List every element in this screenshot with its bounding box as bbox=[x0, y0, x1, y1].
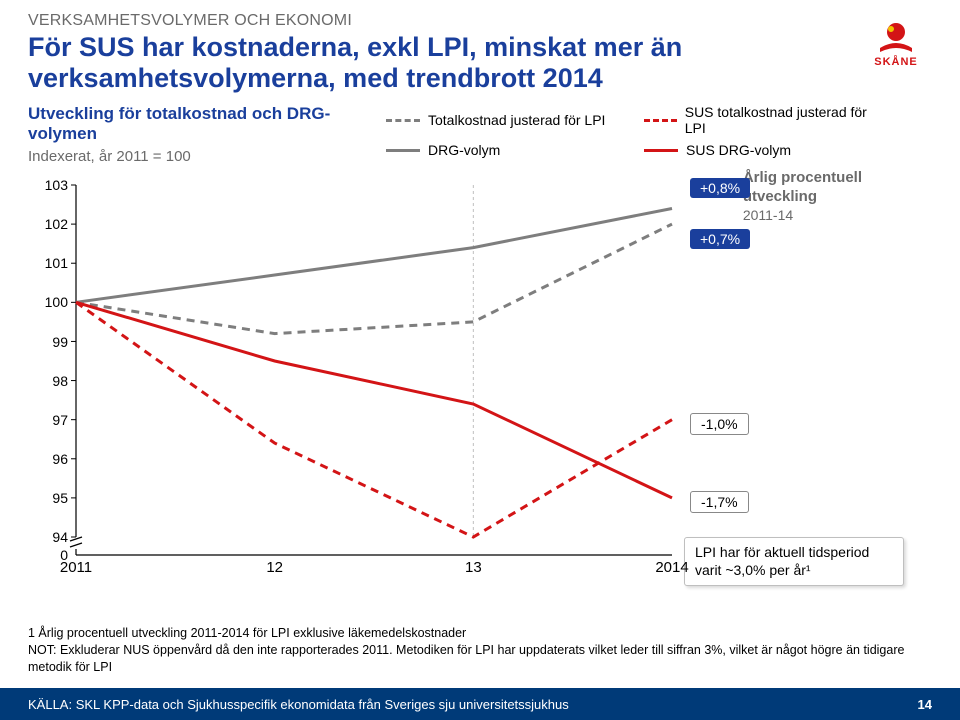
source-bar: KÄLLA: SKL KPP-data och Sjukhusspecifik … bbox=[0, 688, 960, 720]
legend-item: SUS totalkostnad justerad för LPI bbox=[644, 104, 884, 136]
legend-label: SUS totalkostnad justerad för LPI bbox=[685, 104, 884, 136]
y-tick-label: 95 bbox=[52, 490, 68, 506]
annot-badge: -1,0% bbox=[690, 413, 749, 435]
footnote-not: NOT: Exkluderar NUS öppenvård då den int… bbox=[28, 642, 932, 676]
annot-heading: Årlig procentuell utveckling 2011-14 bbox=[743, 169, 862, 223]
logo-text: SKÅNE bbox=[860, 56, 932, 68]
y-tick-label: 100 bbox=[45, 294, 68, 310]
title-line2: verksamhetsvolymerna, med trendbrott 201… bbox=[28, 63, 932, 94]
x-axis-labels: 201112132014 bbox=[76, 175, 672, 585]
logo-icon bbox=[874, 18, 918, 54]
y-axis-labels: 9495969798991001011021030 bbox=[28, 175, 72, 595]
legend-item: DRG-volym bbox=[386, 142, 626, 158]
y-tick-label: 94 bbox=[52, 529, 68, 545]
legend: Totalkostnad justerad för LPI SUS totalk… bbox=[386, 104, 884, 158]
x-tick-label: 13 bbox=[465, 559, 482, 576]
subhead-title: Utveckling för totalkostnad och DRG-voly… bbox=[28, 104, 368, 144]
page-number: 14 bbox=[918, 697, 932, 712]
legend-swatch-red-dashed bbox=[644, 119, 677, 122]
legend-label: SUS DRG-volym bbox=[686, 142, 791, 158]
title-line1: För SUS har kostnaderna, exkl LPI, minsk… bbox=[28, 32, 932, 63]
annot-badge: +0,7% bbox=[690, 229, 750, 249]
subhead-sub: Indexerat, år 2011 = 100 bbox=[28, 148, 368, 165]
x-tick-label: 2014 bbox=[655, 559, 688, 576]
legend-label: DRG-volym bbox=[428, 142, 500, 158]
legend-item: Totalkostnad justerad för LPI bbox=[386, 104, 626, 136]
x-tick-label: 12 bbox=[266, 559, 283, 576]
y-tick-label: 99 bbox=[52, 334, 68, 350]
y-tick-label: 98 bbox=[52, 373, 68, 389]
y-tick-label: 97 bbox=[52, 412, 68, 428]
legend-swatch-red-solid bbox=[644, 149, 678, 152]
subhead-row: Utveckling för totalkostnad och DRG-voly… bbox=[28, 104, 932, 165]
lpi-note: LPI har för aktuell tidsperiod varit ~3,… bbox=[684, 537, 904, 586]
legend-label: Totalkostnad justerad för LPI bbox=[428, 112, 605, 128]
annot-badge: +0,8% bbox=[690, 178, 750, 198]
y-tick-label: 103 bbox=[45, 177, 68, 193]
annot-title: Årlig procentuell bbox=[743, 169, 862, 188]
x-tick-label: 2011 bbox=[60, 559, 92, 576]
logo: SKÅNE bbox=[860, 18, 932, 68]
y-tick-label: 102 bbox=[45, 216, 68, 232]
not-text: Exkluderar NUS öppenvård då den inte rap… bbox=[28, 643, 904, 674]
y-tick-label: 101 bbox=[45, 255, 68, 271]
y-tick-label: 96 bbox=[52, 451, 68, 467]
footnotes: 1 Årlig procentuell utveckling 2011-2014… bbox=[28, 625, 932, 676]
legend-swatch-grey-dashed bbox=[386, 119, 420, 122]
page-title: För SUS har kostnaderna, exkl LPI, minsk… bbox=[28, 32, 932, 94]
kicker: VERKSAMHETSVOLYMER OCH EKONOMI bbox=[28, 12, 932, 30]
annot-title-line2: utveckling bbox=[743, 188, 862, 207]
source-text: KÄLLA: SKL KPP-data och Sjukhusspecifik … bbox=[28, 697, 569, 712]
line-chart: 9495969798991001011021030 Årlig procentu… bbox=[28, 175, 932, 595]
not-label: NOT: bbox=[28, 643, 56, 657]
legend-item: SUS DRG-volym bbox=[644, 142, 884, 158]
footnote-1: 1 Årlig procentuell utveckling 2011-2014… bbox=[28, 625, 932, 642]
annot-sub: 2011-14 bbox=[743, 207, 862, 223]
annot-badge: -1,7% bbox=[690, 491, 749, 513]
legend-swatch-grey-solid bbox=[386, 149, 420, 152]
